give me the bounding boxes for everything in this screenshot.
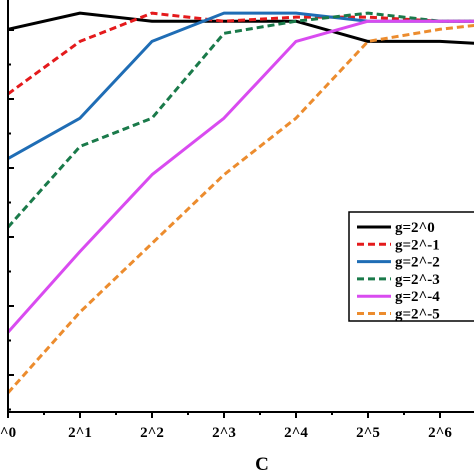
legend-label-0: g=2^0 <box>395 220 435 236</box>
x-tick-label: 2^4 <box>284 425 308 441</box>
series-line-5 <box>6 23 474 394</box>
x-tick-label: 2^1 <box>68 425 92 441</box>
x-axis-title: C <box>255 454 269 474</box>
x-tick-label: 2^3 <box>212 425 236 441</box>
x-tick-label: ^0 <box>0 425 16 441</box>
legend-label-3: g=2^-3 <box>395 272 440 288</box>
legend-label-5: g=2^-5 <box>395 307 440 323</box>
legend-label-4: g=2^-4 <box>395 289 440 305</box>
x-tick-label: 2^2 <box>140 425 164 441</box>
series-line-4 <box>6 19 474 334</box>
x-tick-label: 2^5 <box>356 425 380 441</box>
x-tick-label: 2^6 <box>428 425 452 441</box>
series-line-0 <box>7 11 474 45</box>
legend-box <box>348 211 474 322</box>
plot-lines <box>6 11 474 394</box>
legend: g=2^0g=2^-1 g=2^-2g=2^-3g=2^-4 g=2^-5 <box>348 211 474 323</box>
legend-label-2: g=2^-2 <box>395 255 440 271</box>
axes: ^0 2^1 2^2 2^3 2^4 2^5 2^6 <box>0 0 474 441</box>
series-line-1 <box>7 11 474 96</box>
series-line-3 <box>6 11 474 229</box>
legend-label-1: g=2^-1 <box>395 237 440 253</box>
